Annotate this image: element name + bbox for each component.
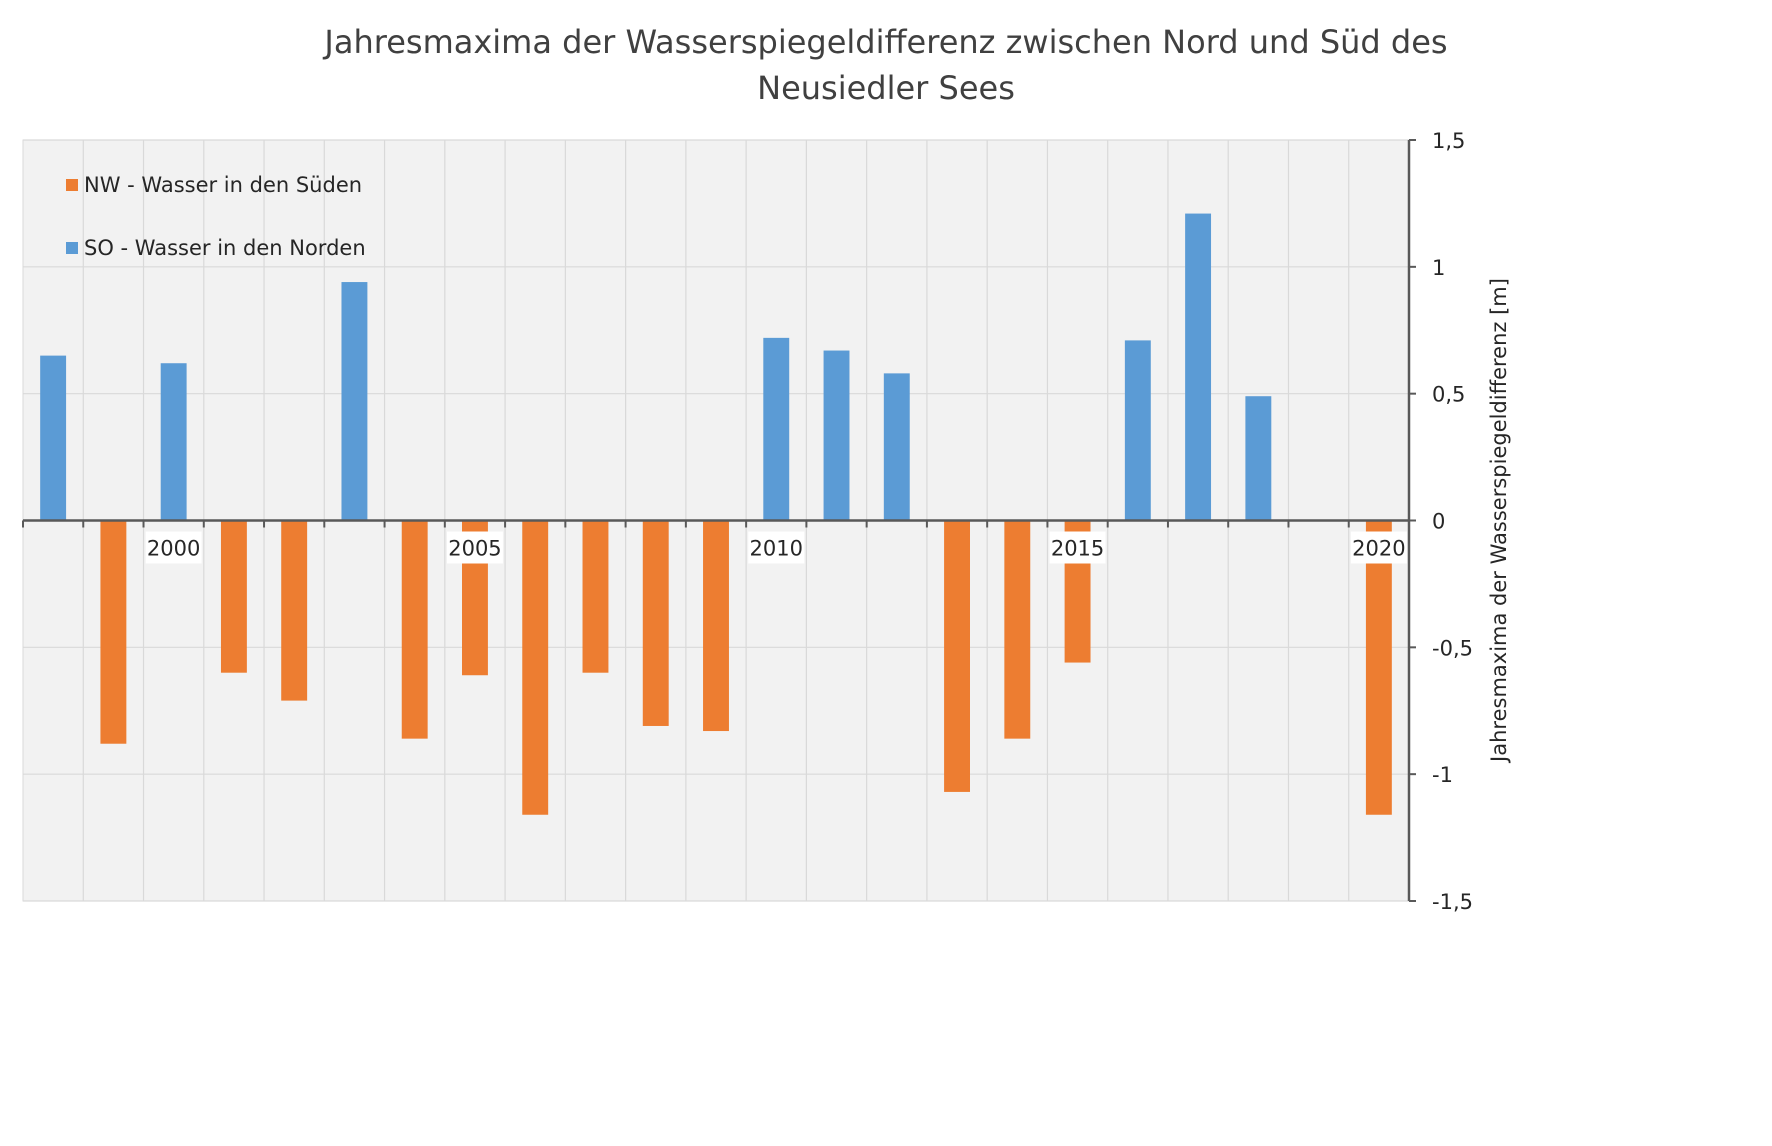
bar-so-2016 — [1124, 340, 1151, 521]
x-tick-label: 2015 — [1051, 537, 1104, 561]
y-tick-label: 0,5 — [1432, 383, 1465, 407]
x-tick-label-bg — [748, 531, 805, 564]
bar-so-1998 — [40, 355, 67, 521]
x-tick-label-bg — [446, 531, 503, 564]
y-tick-label: 1,5 — [1432, 129, 1465, 153]
x-tick-label: 2000 — [147, 537, 200, 561]
x-tick-label-bg — [1049, 531, 1106, 564]
legend-label-nw: NW - Wasser in den Süden — [84, 173, 362, 197]
bar-nw-2002 — [281, 520, 308, 701]
bars — [40, 213, 1392, 815]
legend: NW - Wasser in den Süden SO - Wasser in … — [66, 173, 366, 260]
bar-so-2000 — [160, 363, 187, 521]
y-tick-labels: 1,5 1 0,5 0 -0,5 -1 -1,5 — [1432, 129, 1473, 914]
axes — [22, 139, 1416, 902]
bar-nw-2004 — [401, 520, 428, 739]
y-tick-label: 1 — [1432, 256, 1445, 280]
bar-nw-2007 — [582, 520, 609, 673]
x-tick-label: 2005 — [448, 537, 501, 561]
bar-nw-2008 — [642, 520, 669, 726]
y-tick-label: -1 — [1432, 763, 1453, 787]
bar-so-2017 — [1185, 213, 1212, 521]
x-tick-label-bg — [145, 531, 202, 564]
chart-title-line-1: Jahresmaxima der Wasserspiegeldifferenz … — [322, 23, 1447, 61]
y-axis-label: Jahresmaxima der Wasserspiegeldifferenz … — [1487, 278, 1511, 764]
bar-nw-2009 — [703, 520, 729, 732]
legend-swatch-nw — [66, 179, 78, 191]
x-tick-label-bg — [1350, 531, 1407, 564]
bar-so-2003 — [341, 282, 368, 521]
legend-label-so: SO - Wasser in den Norden — [84, 236, 366, 260]
bar-so-2012 — [883, 373, 910, 521]
legend-swatch-so — [66, 242, 78, 254]
x-tick-label: 2010 — [750, 537, 803, 561]
y-tick-label: -0,5 — [1432, 636, 1473, 660]
bar-nw-2001 — [220, 520, 247, 673]
chart-title-line-2: Neusiedler Sees — [757, 69, 1015, 107]
bar-so-2011 — [823, 350, 850, 521]
y-tick-label: -1,5 — [1432, 890, 1473, 914]
bar-so-2018 — [1245, 396, 1272, 521]
y-tick-label: 0 — [1432, 510, 1445, 534]
x-tick-labels: 2000 2005 2010 2015 2020 — [145, 531, 1407, 564]
bar-nw-2013 — [944, 520, 970, 792]
x-tick-label: 2020 — [1352, 537, 1405, 561]
bar-so-2010 — [763, 337, 790, 521]
bar-nw-1999 — [100, 520, 127, 744]
bar-nw-2020 — [1365, 520, 1392, 815]
bar-nw-2014 — [1004, 520, 1031, 739]
bar-nw-2006 — [522, 520, 549, 815]
